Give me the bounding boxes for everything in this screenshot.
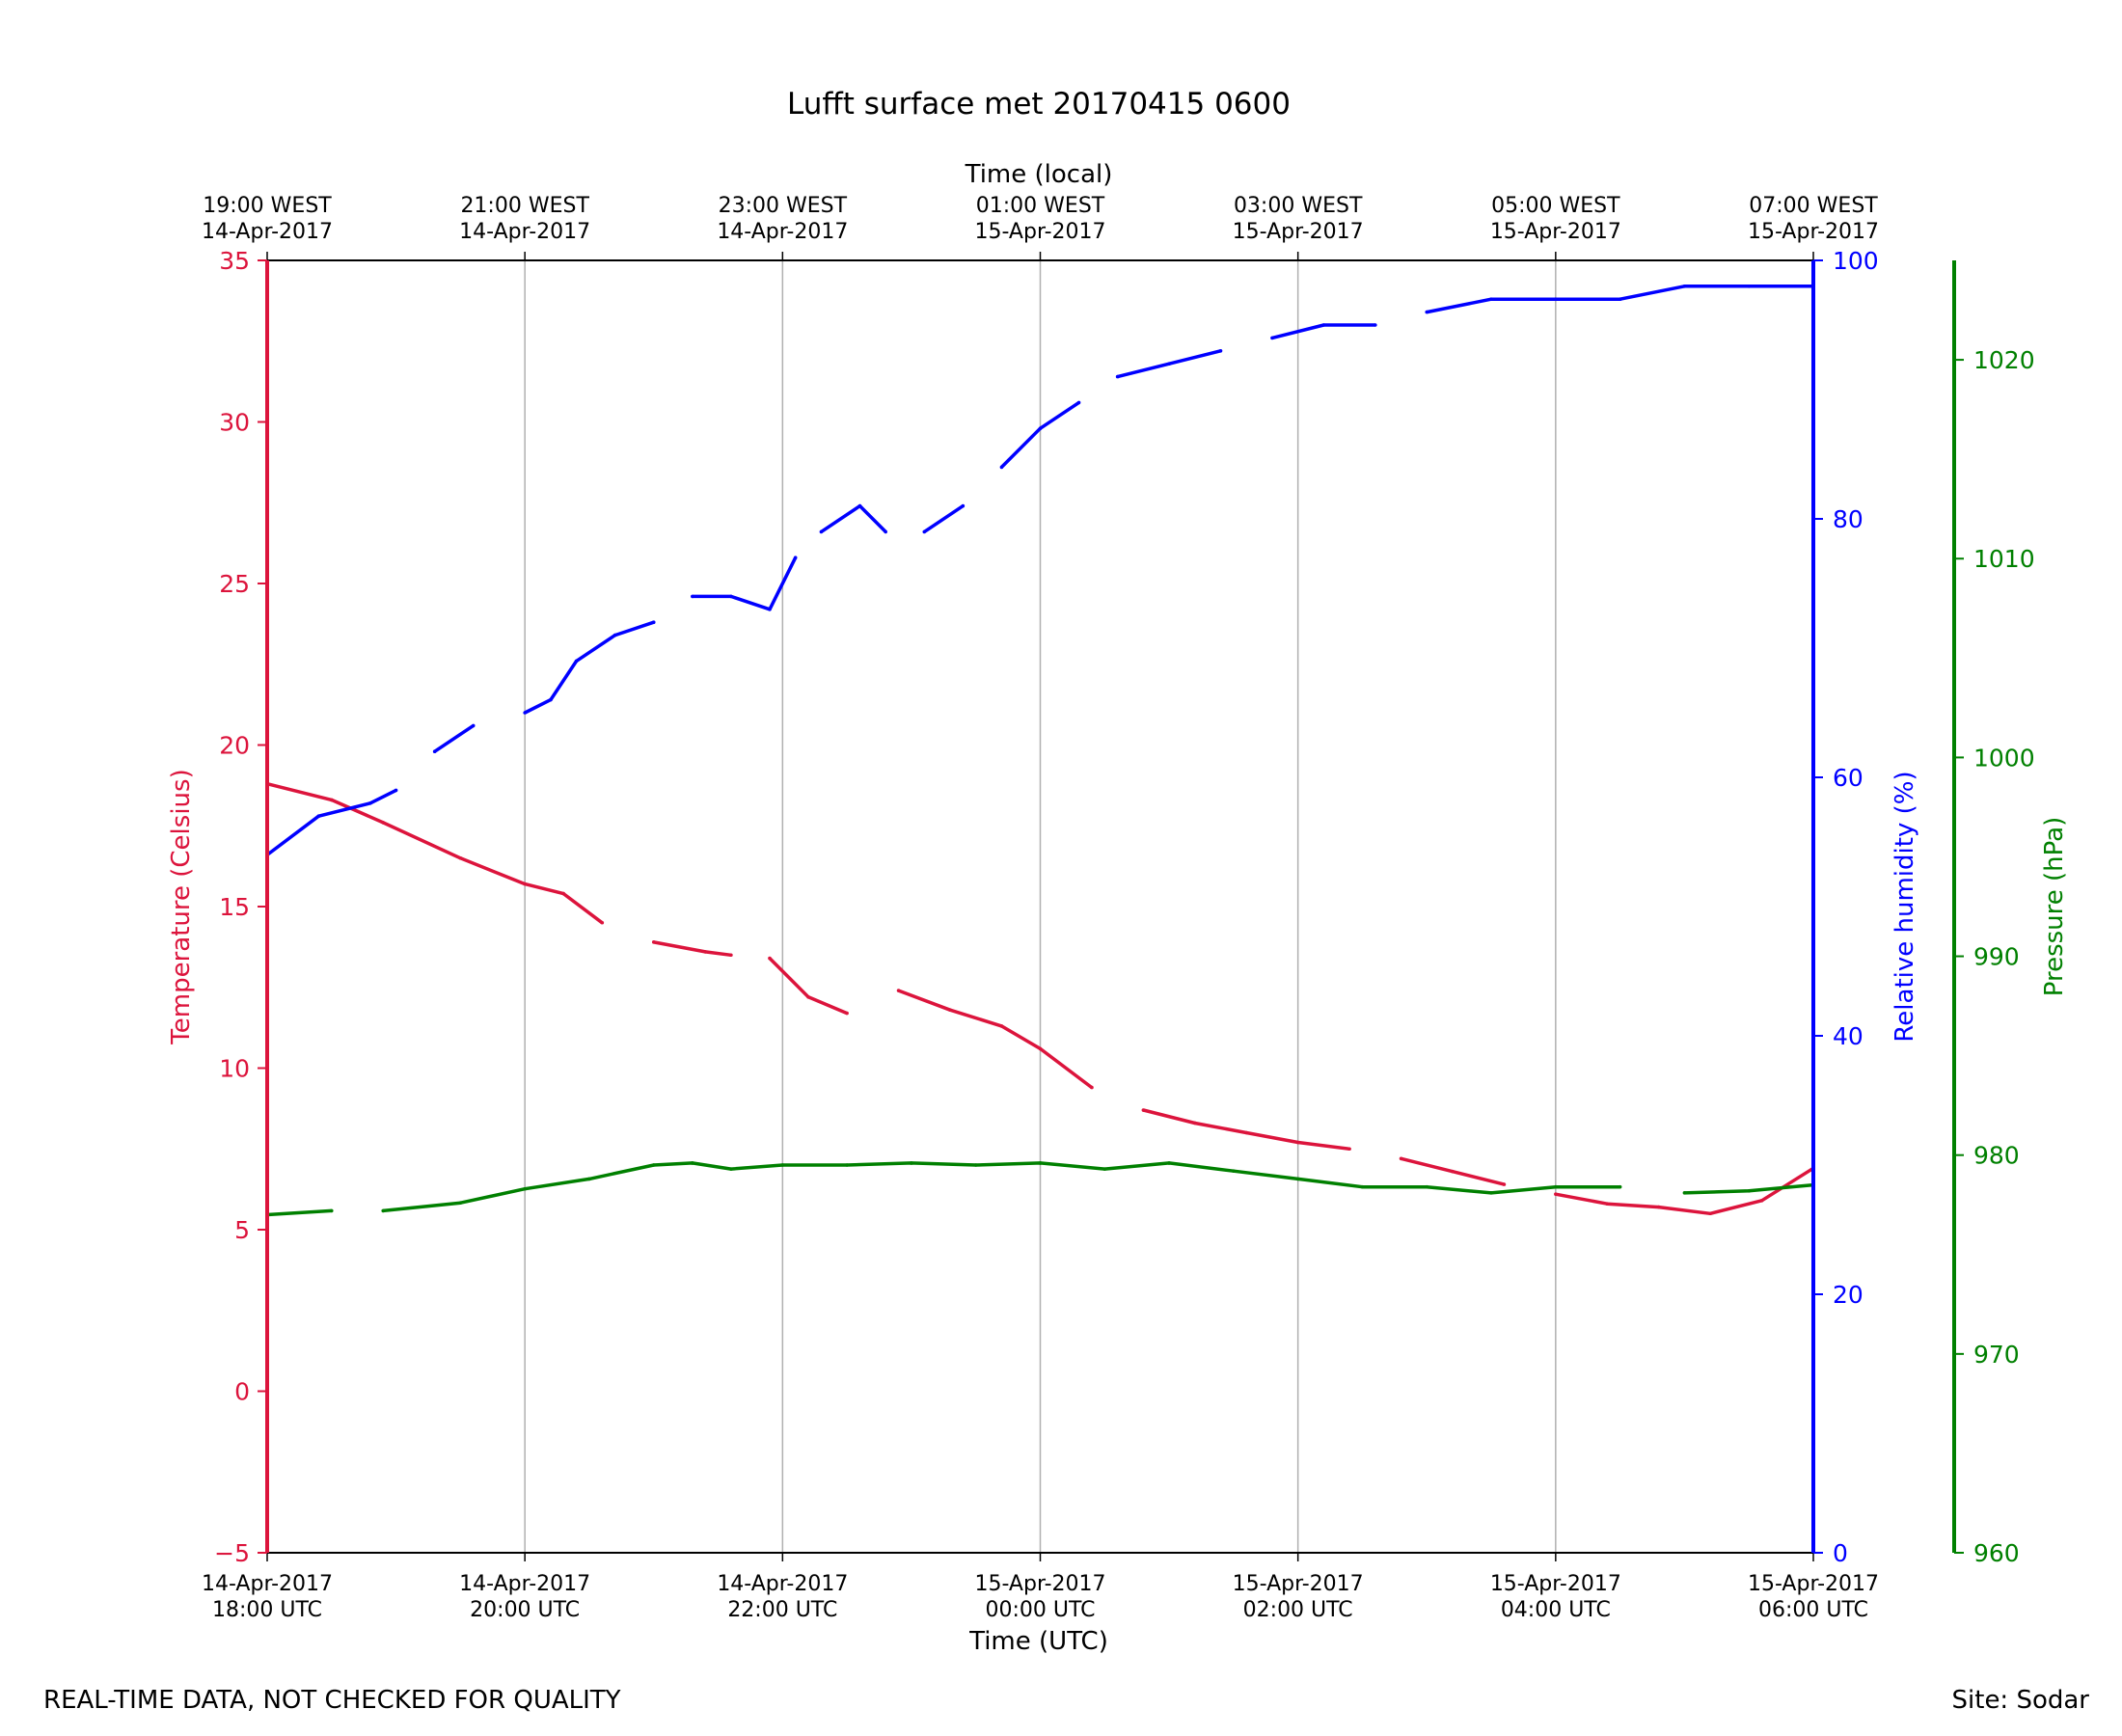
humidity-tick-label: 0 <box>1833 1539 1848 1567</box>
humidity-tick-label: 100 <box>1833 247 1879 275</box>
temperature-tick-label: 30 <box>219 409 250 437</box>
site-label: Site: Sodar <box>1951 1686 2089 1715</box>
x2-tick-label: 15-Apr-2017 <box>1233 220 1364 244</box>
humidity-series-line <box>692 556 798 611</box>
pressure-tick-label: 980 <box>1973 1142 2020 1170</box>
x-tick-label: 02:00 UTC <box>1243 1598 1353 1622</box>
pressure-tick-label: 1010 <box>1973 545 2035 573</box>
temperature-tick-label: 0 <box>234 1378 250 1406</box>
humidity-series-line <box>820 503 887 533</box>
temperature-axis-title: Temperature (Celsius) <box>167 769 196 1044</box>
temperature-tick-label: 15 <box>219 893 250 921</box>
temperature-tick-label: 10 <box>219 1055 250 1083</box>
temperature-tick-label: 25 <box>219 570 250 598</box>
temperature-series-line <box>1555 1166 1814 1216</box>
x2-tick-label: 01:00 WEST <box>976 194 1105 218</box>
pressure-tick-label: 960 <box>1973 1539 2020 1567</box>
humidity-tick-label: 40 <box>1833 1022 1864 1050</box>
humidity-series-line <box>923 504 965 533</box>
x2-tick-label: 14-Apr-2017 <box>459 220 590 244</box>
temperature-tick-label: 35 <box>219 247 250 275</box>
pressure-axis-title: Pressure (hPa) <box>2040 817 2069 997</box>
temperature-series-line <box>897 989 1093 1089</box>
pressure-tick-label: 990 <box>1973 943 2020 971</box>
humidity-tick-label: 60 <box>1833 764 1864 792</box>
x2-tick-label: 14-Apr-2017 <box>202 220 333 244</box>
x-tick-label: 14-Apr-2017 <box>717 1572 848 1596</box>
x2-tick-label: 14-Apr-2017 <box>717 220 848 244</box>
x-tick-label: 18:00 UTC <box>212 1598 322 1622</box>
humidity-series-line <box>433 723 475 753</box>
x-tick-label: 20:00 UTC <box>470 1598 580 1622</box>
x2-tick-label: 03:00 WEST <box>1234 194 1363 218</box>
pressure-series-line <box>1684 1182 1814 1195</box>
pressure-series-line <box>266 1208 332 1217</box>
pressure-series-line <box>383 1161 1620 1213</box>
temperature-series-line <box>266 782 604 925</box>
x2-tick-label: 07:00 WEST <box>1749 194 1878 218</box>
humidity-series-line <box>1426 285 1813 314</box>
chart-title: Lufft surface met 20170415 0600 <box>787 87 1291 122</box>
humidity-tick-label: 20 <box>1833 1281 1864 1309</box>
x-axis-title: Time (UTC) <box>968 1627 1108 1656</box>
temperature-series-line <box>1142 1108 1350 1152</box>
x-tick-label: 15-Apr-2017 <box>1233 1572 1364 1596</box>
top-axis-title: Time (local) <box>965 160 1113 189</box>
x2-tick-label: 21:00 WEST <box>460 194 589 218</box>
x-tick-label: 04:00 UTC <box>1501 1598 1611 1622</box>
temperature-series-line <box>1401 1156 1505 1186</box>
quality-disclaimer: REAL-TIME DATA, NOT CHECKED FOR QUALITY <box>43 1686 621 1715</box>
x-tick-label: 14-Apr-2017 <box>202 1572 333 1596</box>
humidity-series-line <box>1000 400 1080 469</box>
pressure-tick-label: 1000 <box>1973 744 2035 772</box>
x-tick-label: 15-Apr-2017 <box>1748 1572 1879 1596</box>
x2-tick-label: 19:00 WEST <box>203 194 332 218</box>
x2-tick-label: 05:00 WEST <box>1491 194 1620 218</box>
temperature-series-line <box>768 957 848 1016</box>
x-tick-label: 00:00 UTC <box>985 1598 1095 1622</box>
x2-tick-label: 15-Apr-2017 <box>974 220 1105 244</box>
x-tick-label: 15-Apr-2017 <box>974 1572 1105 1596</box>
x-tick-label: 15-Apr-2017 <box>1490 1572 1621 1596</box>
x2-tick-label: 15-Apr-2017 <box>1748 220 1879 244</box>
humidity-series-line <box>1117 349 1221 379</box>
x-tick-label: 06:00 UTC <box>1758 1598 1868 1622</box>
temperature-tick-label: 20 <box>219 732 250 760</box>
humidity-axis-title: Relative humidity (%) <box>1891 771 1919 1042</box>
x2-tick-label: 23:00 WEST <box>719 194 848 218</box>
x2-tick-label: 15-Apr-2017 <box>1490 220 1621 244</box>
temperature-tick-label: −5 <box>214 1539 250 1567</box>
humidity-series-line <box>1271 323 1375 340</box>
humidity-series-line <box>524 620 655 715</box>
humidity-series-line <box>265 788 397 856</box>
x-tick-label: 22:00 UTC <box>727 1598 837 1622</box>
temperature-tick-label: 5 <box>234 1216 250 1244</box>
humidity-tick-label: 80 <box>1833 505 1864 533</box>
x-tick-label: 14-Apr-2017 <box>459 1572 590 1596</box>
pressure-tick-label: 1020 <box>1973 346 2035 374</box>
temperature-series-line <box>653 940 732 958</box>
pressure-tick-label: 970 <box>1973 1341 2020 1369</box>
